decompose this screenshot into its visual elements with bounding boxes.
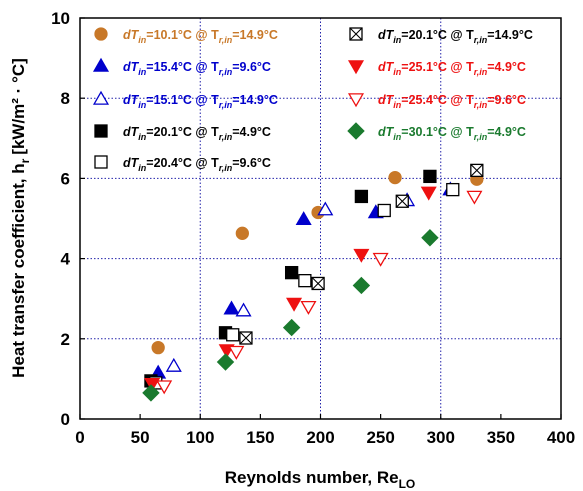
x-tick-label: 300 [427,428,455,447]
legend-marker [94,124,108,138]
x-tick-label: 200 [306,428,334,447]
legend-label: dTin=20.4°C @ Tr,in=9.6°C [123,156,271,173]
legend-label: dTin=30.1°C @ Tr,in=4.9°C [378,125,526,142]
legend-marker [92,57,110,72]
data-point [151,340,165,355]
x-tick-label: 400 [547,428,575,447]
data-point [446,182,460,197]
legend: dTin=10.1°C @ Tr,in=14.9°C dTin=15.4°C @ … [92,27,533,173]
y-tick-label: 0 [61,410,70,429]
legend-label: dTin=10.1°C @ Tr,in=14.9°C [123,28,278,45]
legend-marker [94,155,108,169]
x-tick-label: 100 [186,428,214,447]
data-point [286,297,303,312]
legend-label: dTin=15.4°C @ Tr,in=9.6°C [123,60,271,77]
data-point [377,203,391,218]
data-point [353,248,370,263]
data-point [156,380,173,395]
data-point [388,170,402,185]
data-point [466,190,483,205]
legend-marker [347,60,365,75]
data-point [421,229,439,247]
data-point [284,265,299,280]
x-tick-label: 50 [131,428,150,447]
legend-label: dTin=15.1°C @ Tr,in=14.9°C [123,93,278,110]
y-tick-label: 10 [51,9,70,28]
data-point [235,302,252,317]
data-point [352,276,371,295]
legend-marker [347,122,365,140]
data-point [228,345,245,360]
data-point [470,163,484,178]
data-point [354,189,369,204]
data-point [226,328,240,342]
y-tick-label: 4 [61,250,71,269]
data-point [311,276,325,291]
y-axis-title: Heat transfer coefficient, hr[kW/m² · °C… [9,58,32,378]
legend-label: dTin=25.1°C @ Tr,in=4.9°C [378,60,526,77]
data-point [298,274,312,288]
y-tick-label: 6 [61,169,70,188]
data-point [420,186,437,201]
legend-label: dTin=20.1°C @ Tr,in=14.9°C [378,28,533,45]
x-tick-label: 0 [75,428,84,447]
data-point [142,384,160,402]
data-point [282,318,301,337]
x-tick-label: 250 [366,428,394,447]
legend-label: dTin=20.1°C @ Tr,in=4.9°C [123,125,271,142]
data-point [295,211,312,226]
data-point [239,331,253,345]
y-tick-label: 2 [61,330,70,349]
legend-marker [94,27,108,41]
data-point [317,201,334,216]
data-point [216,353,235,371]
data-point [423,169,437,184]
legend-marker [92,90,110,105]
axis-ticks: 0 50 100 150 200 250 300 350 400 0 2 4 6 8 10 [51,9,575,447]
legend-marker [349,27,363,41]
y-tick-label: 8 [61,89,70,108]
data-point [395,194,409,208]
data-markers [142,163,484,402]
legend-label: dTin=25.4°C @ Tr,in=9.6°C [378,93,526,110]
data-point [300,300,317,315]
data-point [144,377,161,392]
x-tick-label: 150 [246,428,274,447]
data-point [165,357,182,372]
data-point [372,252,389,267]
legend-marker [347,93,365,108]
data-point [223,300,240,315]
x-tick-label: 350 [487,428,515,447]
data-point [235,226,249,240]
x-axis-title: Reynolds number, ReLO [225,468,416,491]
